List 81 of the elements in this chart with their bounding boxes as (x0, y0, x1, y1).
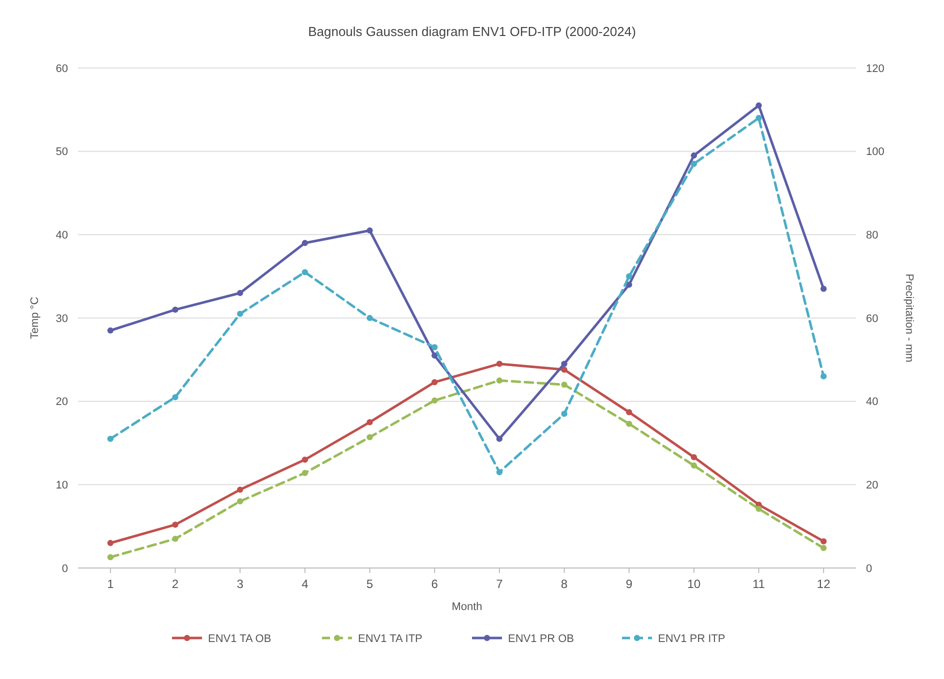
legend-label: ENV1 PR OB (508, 632, 574, 645)
y-tick-label: 10 (56, 480, 68, 492)
point (302, 456, 308, 463)
y-tick-label: 0 (62, 562, 68, 575)
point (820, 544, 827, 552)
point (366, 227, 373, 234)
x-tick-label: 5 (366, 577, 374, 591)
y2-tick-label: 120 (866, 62, 884, 75)
y2-tick-label: 0 (866, 562, 872, 575)
point (366, 314, 373, 322)
y2-axis-title: Precipitation - mm (903, 274, 915, 362)
x-tick-label: 1 (107, 577, 114, 591)
point (561, 360, 568, 367)
point (820, 373, 827, 380)
y2-tick-label: 20 (866, 480, 878, 492)
y-tick-label: 20 (56, 396, 68, 408)
x-tick-label: 11 (752, 577, 766, 591)
point (107, 436, 114, 442)
point (236, 290, 244, 296)
legend-label: ENV1 TA OB (208, 632, 272, 645)
x-tick-label: 12 (816, 577, 831, 591)
point (366, 419, 373, 426)
point (431, 379, 438, 386)
point (561, 410, 568, 417)
point (107, 327, 114, 334)
point (366, 434, 373, 440)
y-tick-label: 30 (56, 312, 68, 325)
point (820, 286, 827, 292)
x-tick-label: 6 (431, 577, 438, 591)
point (431, 344, 438, 350)
point (756, 506, 762, 512)
point (496, 469, 503, 476)
y2-tick-label: 40 (866, 396, 878, 408)
chart-title: Bagnouls Gaussen diagram ENV1 OFD-ITP (2000-2024) (308, 24, 636, 39)
point (431, 352, 438, 359)
point (172, 522, 178, 528)
x-tick-label: 7 (496, 577, 504, 591)
x-tick-label: 8 (560, 577, 568, 591)
point (496, 436, 503, 442)
point (756, 102, 762, 109)
point (236, 486, 244, 493)
point (431, 397, 438, 404)
x-tick-label: 4 (302, 577, 309, 591)
point (236, 498, 244, 504)
point (690, 454, 698, 460)
point (561, 366, 568, 373)
point (756, 114, 762, 122)
point (626, 420, 632, 427)
point (496, 360, 503, 367)
point (496, 377, 503, 384)
point (626, 282, 632, 288)
point (626, 273, 632, 280)
point (690, 462, 698, 469)
point (690, 152, 698, 159)
point (690, 160, 698, 167)
point (172, 306, 178, 313)
point (302, 269, 308, 276)
point (626, 409, 632, 416)
x-tick-label: 9 (626, 577, 633, 591)
x-axis-title: Month (452, 601, 482, 613)
legend-label: ENV1 PR ITP (658, 632, 726, 645)
point (172, 536, 178, 542)
y-tick-label: 50 (56, 146, 68, 158)
x-tick-label: 10 (687, 577, 701, 591)
point (236, 310, 244, 317)
y2-tick-label: 60 (866, 312, 878, 325)
point (107, 540, 114, 546)
point (172, 394, 178, 400)
y-tick-label: 60 (56, 62, 68, 75)
y-axis-title: Temp °C (29, 296, 41, 340)
point (561, 382, 568, 388)
y2-tick-label: 80 (866, 230, 878, 242)
x-tick-label: 2 (172, 577, 179, 591)
legend-label: ENV1 TA ITP (358, 632, 422, 645)
y2-tick-label: 100 (866, 146, 884, 158)
x-tick-label: 3 (236, 577, 244, 591)
point (107, 554, 114, 560)
point (302, 240, 308, 246)
point (302, 470, 308, 476)
y-tick-label: 40 (56, 230, 68, 242)
point (820, 538, 827, 544)
